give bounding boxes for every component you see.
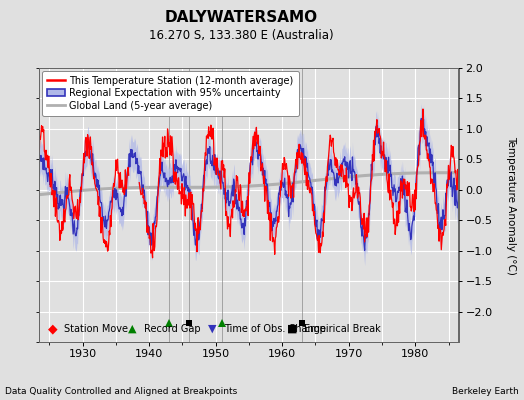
Text: DALYWATERSAMO: DALYWATERSAMO	[165, 10, 318, 26]
Text: ◆: ◆	[48, 322, 58, 336]
Text: Station Move: Station Move	[64, 324, 128, 334]
Text: Time of Obs. Change: Time of Obs. Change	[224, 324, 326, 334]
Text: Empirical Break: Empirical Break	[304, 324, 380, 334]
Y-axis label: Temperature Anomaly (°C): Temperature Anomaly (°C)	[507, 136, 517, 274]
Text: Record Gap: Record Gap	[144, 324, 201, 334]
Text: ■: ■	[287, 324, 298, 334]
Legend: This Temperature Station (12-month average), Regional Expectation with 95% uncer: This Temperature Station (12-month avera…	[42, 71, 299, 116]
Text: Berkeley Earth: Berkeley Earth	[452, 387, 519, 396]
Text: Data Quality Controlled and Aligned at Breakpoints: Data Quality Controlled and Aligned at B…	[5, 387, 237, 396]
Text: ▼: ▼	[208, 324, 216, 334]
Text: 16.270 S, 133.380 E (Australia): 16.270 S, 133.380 E (Australia)	[149, 29, 333, 42]
Text: ▲: ▲	[128, 324, 137, 334]
